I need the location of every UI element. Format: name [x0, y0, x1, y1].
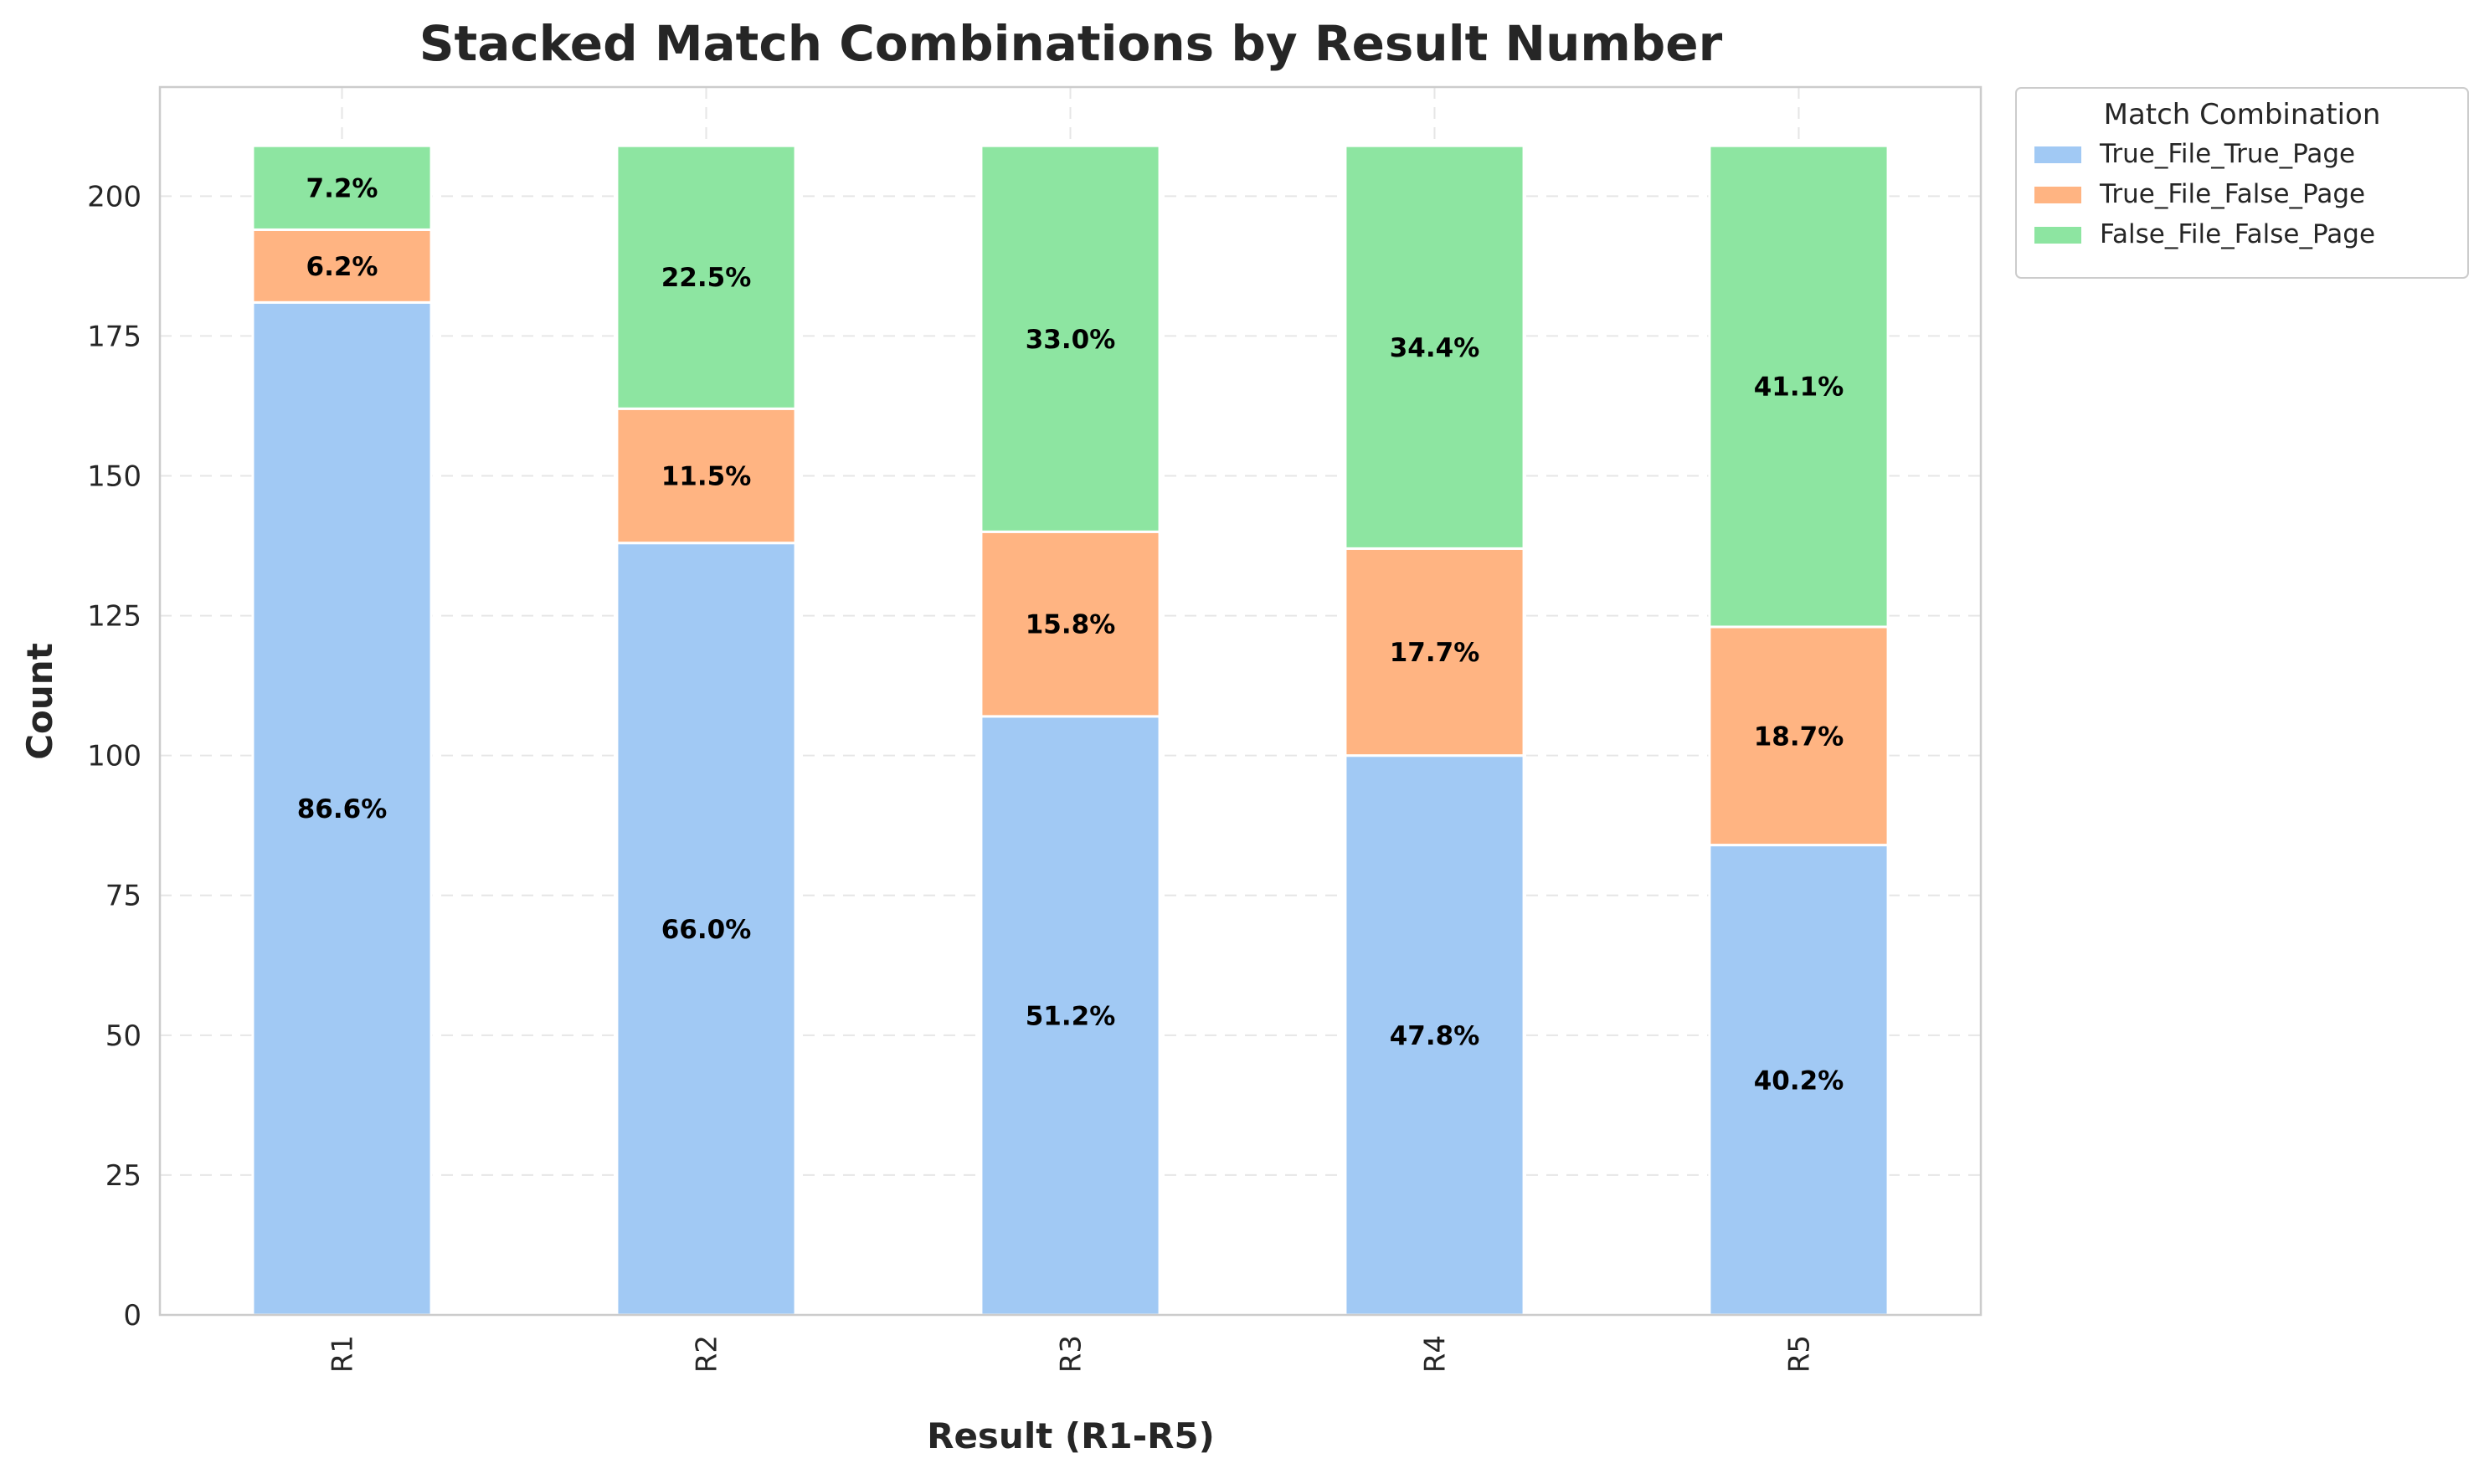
x-tick-label: R1 — [327, 1335, 360, 1373]
bar-segment-label: 51.2% — [1026, 1001, 1116, 1031]
bar-segment-label: 34.4% — [1390, 333, 1480, 363]
bar-segment-false-file-false-page — [980, 144, 1161, 533]
x-axis-label: Result (R1-R5) — [927, 1415, 1215, 1456]
x-tick-label: R2 — [691, 1335, 724, 1373]
bar-segment-true-file-false-page — [1344, 547, 1525, 757]
plot-frame — [158, 85, 1983, 1317]
bar-segment-label: 15.8% — [1026, 610, 1116, 640]
y-tick-label: 0 — [123, 1299, 141, 1333]
legend-label: True_File_True_Page — [2099, 139, 2355, 169]
legend-swatch-true-file-false-page — [2034, 187, 2081, 203]
legend: Match Combination True_File_True_PageTru… — [2015, 87, 2469, 279]
legend-title: Match Combination — [2104, 98, 2381, 131]
bar-segment-label: 86.6% — [297, 794, 388, 824]
bar-segment-true-file-true-page — [1344, 754, 1525, 1317]
bar-segment-label: 22.5% — [661, 263, 752, 293]
bar-segment-true-file-true-page — [615, 542, 797, 1317]
legend-frame — [2015, 87, 2469, 279]
y-tick-label: 25 — [105, 1159, 141, 1193]
bar-segment-label: 11.5% — [661, 461, 752, 491]
y-tick-label: 75 — [105, 880, 141, 913]
y-tick-label: 50 — [105, 1019, 141, 1053]
bar-segment-true-file-false-page — [980, 530, 1161, 718]
legend-swatch-true-file-true-page — [2034, 146, 2081, 163]
bar-segment-false-file-false-page — [1708, 144, 1890, 629]
x-tick-label: R5 — [1783, 1335, 1817, 1373]
x-tick-label: R3 — [1055, 1335, 1088, 1373]
x-tick-label: R4 — [1419, 1335, 1453, 1373]
bar-segment-label: 40.2% — [1754, 1066, 1844, 1096]
x-axis-ticks: R1 R2 R3 R4 R5 — [327, 1335, 1817, 1373]
y-tick-label: 125 — [87, 600, 141, 634]
legend-label: True_File_False_Page — [2099, 179, 2365, 209]
bar-segment-true-file-true-page — [251, 300, 433, 1317]
bar-segment-label: 18.7% — [1754, 721, 1844, 752]
bar-segment-true-file-false-page — [251, 228, 433, 304]
bar-segment-label: 66.0% — [661, 915, 752, 945]
y-tick-label: 150 — [87, 460, 141, 493]
bar-segment-true-file-false-page — [1708, 625, 1890, 847]
legend-swatch-false-file-false-page — [2034, 227, 2081, 244]
bar-segment-label: 7.2% — [306, 173, 378, 203]
segment-labels-group: 86.6% 6.2% 7.2% 66.0% 11.5% 22.5% 51.2% 15.8% 33… — [297, 173, 1844, 1096]
legend-items: True_File_True_Page True_File_False_Page F… — [2034, 139, 2375, 249]
bar-segment-label: 47.8% — [1390, 1021, 1480, 1051]
legend-label: False_File_False_Page — [2100, 219, 2375, 249]
bar-segment-label: 41.1% — [1754, 372, 1844, 403]
y-tick-label: 175 — [87, 320, 141, 353]
y-tick-label: 100 — [87, 740, 141, 773]
y-axis-ticks: 0 25 50 75 100 125 150 175 200 — [87, 180, 141, 1333]
bar-segment-false-file-false-page — [615, 144, 797, 410]
bar-segment-label: 17.7% — [1390, 638, 1480, 668]
chart-title: Stacked Match Combinations by Result Num… — [419, 15, 1723, 72]
bar-segment-false-file-false-page — [1344, 144, 1525, 550]
y-axis-label: Count — [19, 643, 60, 760]
bars-group — [251, 144, 1890, 1317]
bar-segment-false-file-false-page — [251, 144, 433, 231]
bar-segment-label: 6.2% — [306, 252, 378, 282]
bar-segment-true-file-true-page — [980, 715, 1161, 1317]
y-tick-label: 200 — [87, 180, 141, 213]
bar-segment-label: 33.0% — [1026, 325, 1116, 355]
